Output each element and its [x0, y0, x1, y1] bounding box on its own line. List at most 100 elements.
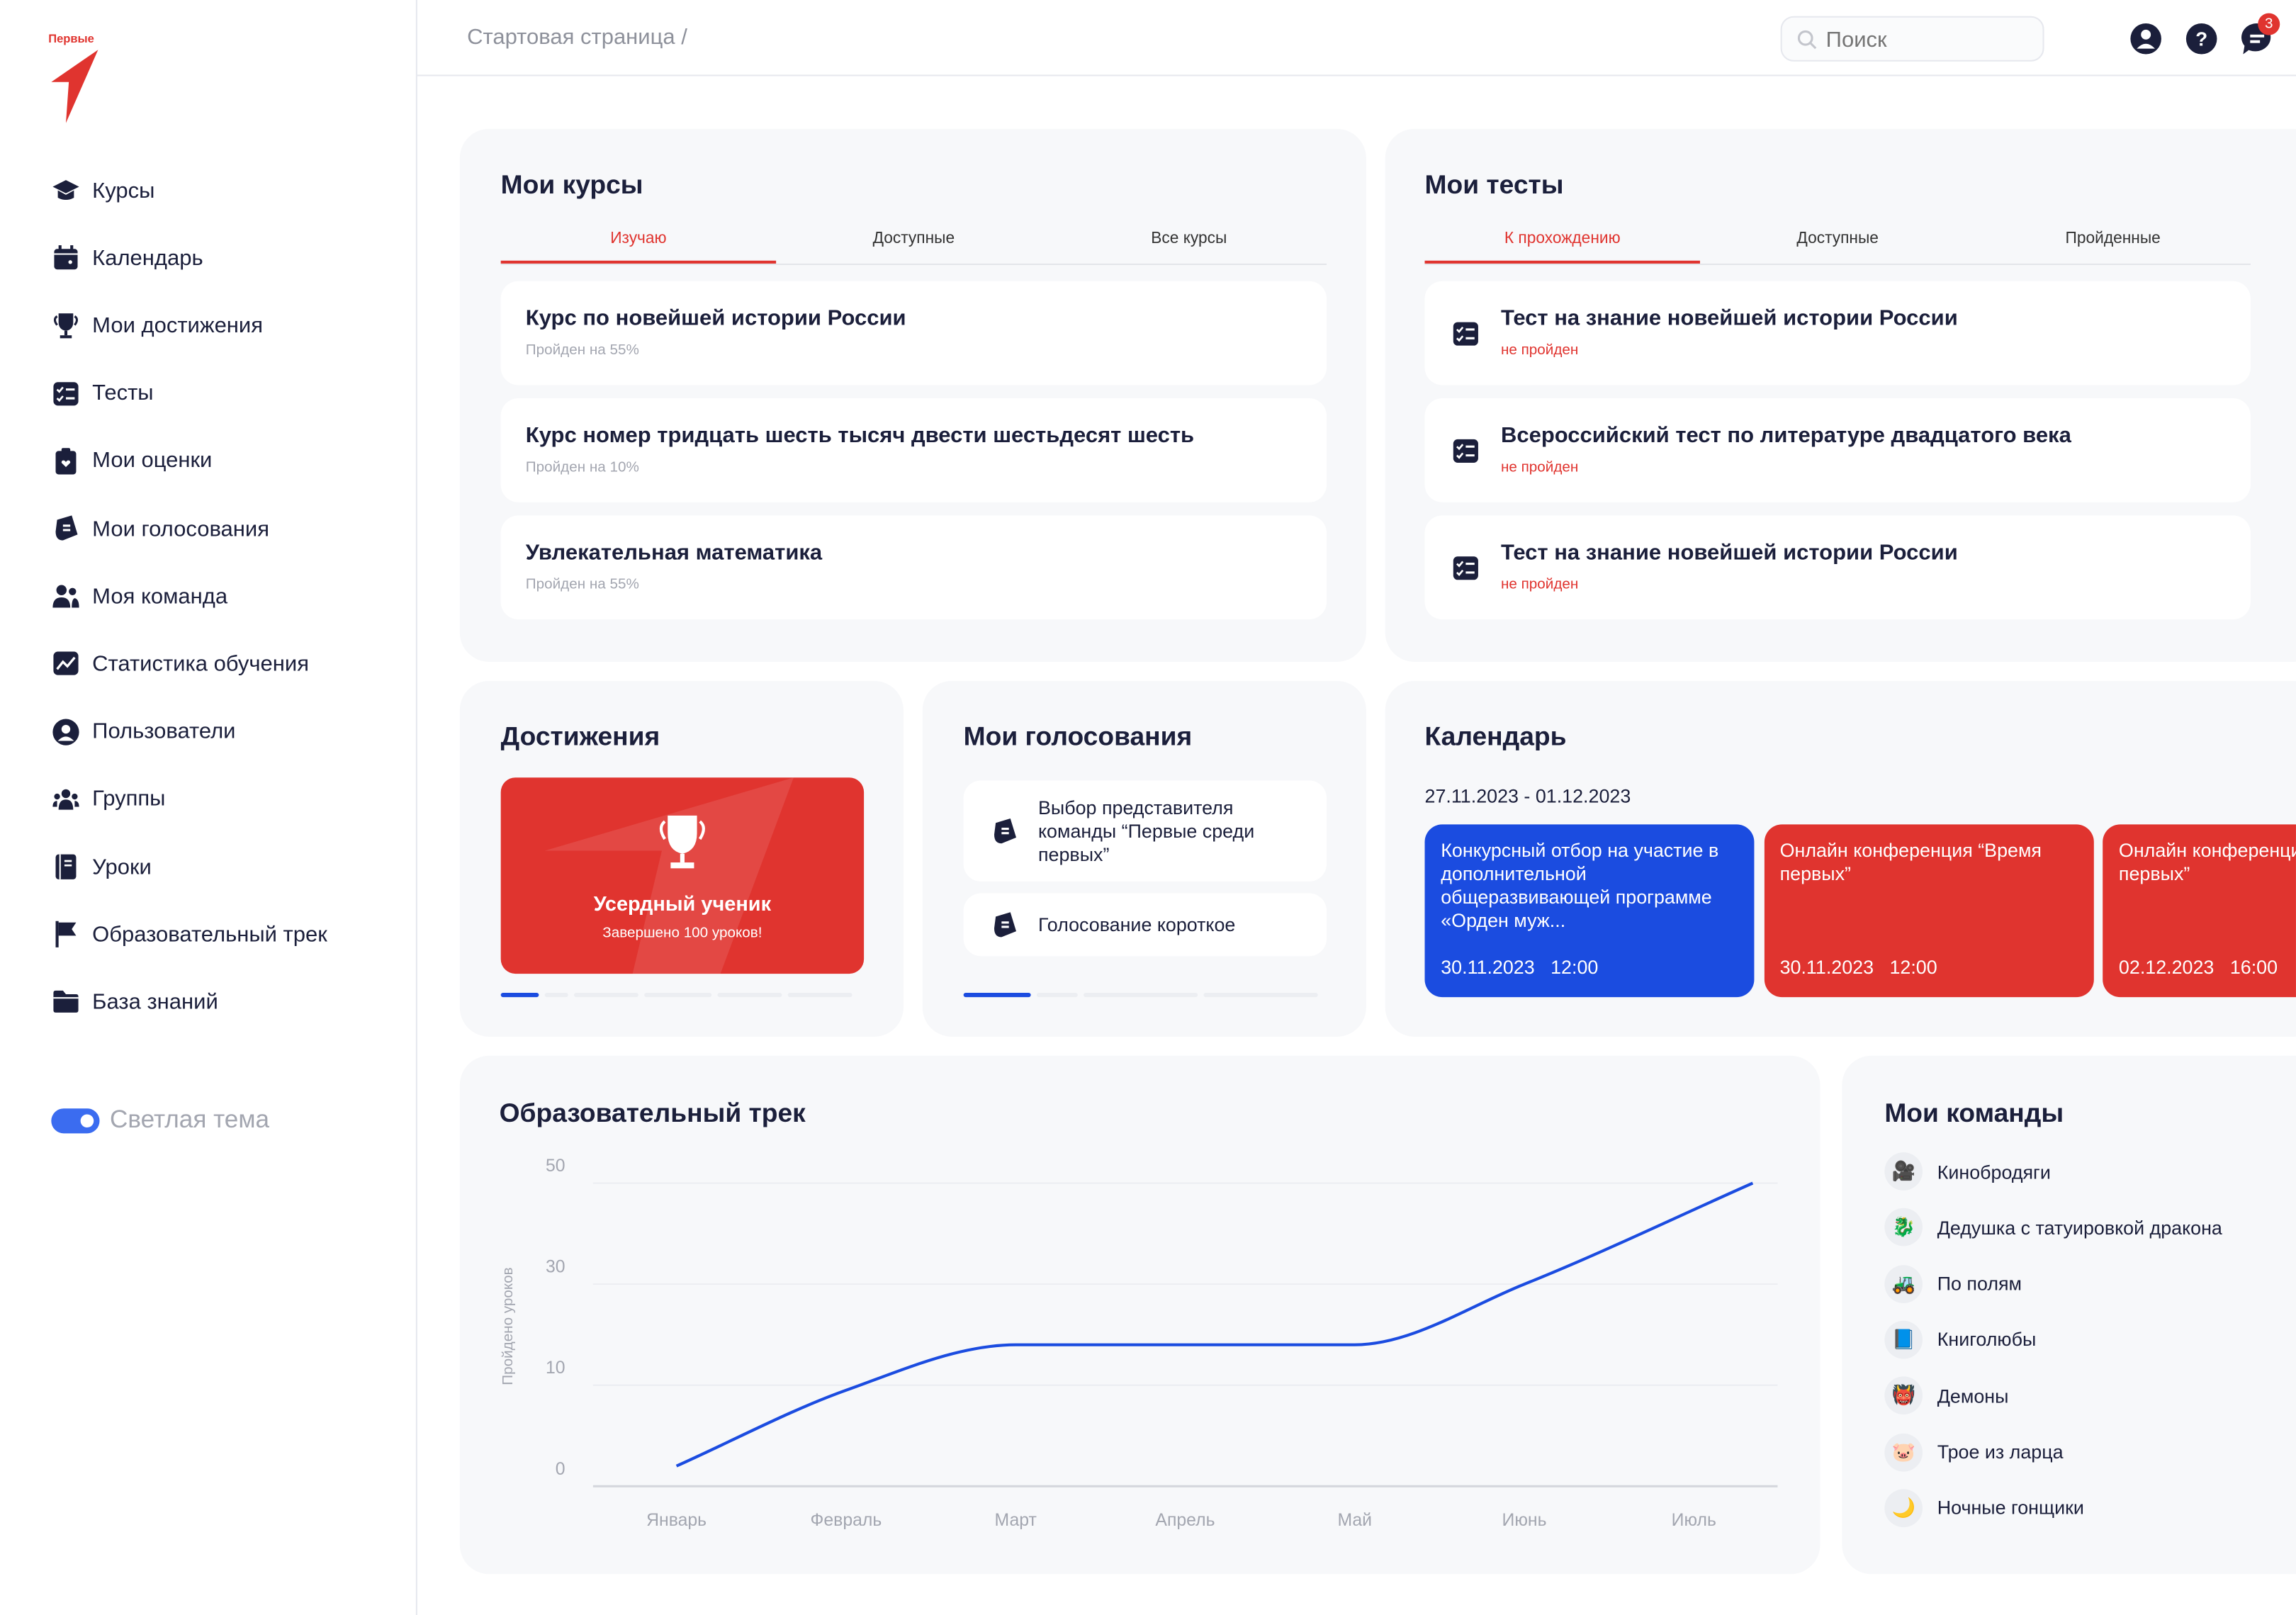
x-tick-label: Январь — [646, 1511, 707, 1530]
achievement-name: Усердный ученик — [501, 891, 864, 915]
team-item[interactable]: 🐉Дедушка с татуировкой дракона — [1884, 1208, 2222, 1247]
sidebar-item[interactable]: Уроки — [51, 852, 152, 882]
series-line — [677, 1183, 1753, 1466]
achievements-pagination[interactable] — [501, 993, 864, 997]
votes-title: Мои голосования — [964, 722, 1193, 753]
test-title: Тест на знание новейшей истории России — [1501, 540, 1958, 565]
team-name: Кинобродяги — [1937, 1161, 2051, 1183]
sidebar-item[interactable]: Календарь — [51, 243, 203, 272]
course-progress: Пройден на 55% — [526, 343, 639, 359]
sidebar-item[interactable]: База знаний — [51, 987, 218, 1016]
tab-available[interactable]: Доступные — [1700, 224, 1975, 264]
sidebar-item-label: База знаний — [92, 990, 218, 1015]
course-item[interactable]: Курс номер тридцать шесть тысяч двести ш… — [501, 398, 1327, 502]
event-title: Онлайн конференция “Время первых” — [1780, 839, 2077, 886]
x-tick-label: Май — [1337, 1511, 1372, 1530]
profile-icon[interactable] — [2129, 22, 2163, 56]
sidebar-item-label: Мои голосования — [92, 516, 269, 541]
book-icon — [51, 852, 80, 882]
test-status: не пройден — [1501, 577, 1578, 593]
event-date: 02.12.2023 — [2119, 956, 2214, 978]
achievement-card[interactable]: Усердный ученик Завершено 100 уроков! — [501, 777, 864, 974]
logo-text: Первые — [48, 32, 107, 45]
calendar-events: Конкурсный отбор на участие в дополнител… — [1385, 681, 2296, 1037]
team-avatar-icon: 📘 — [1884, 1321, 1923, 1359]
event-date: 30.11.2023 — [1441, 956, 1534, 978]
calendar-event[interactable]: Онлайн конференция “Время первых” 02.12.2… — [2103, 824, 2296, 997]
theme-toggle[interactable]: Светлая тема — [51, 1105, 269, 1135]
sidebar-item[interactable]: Мои достижения — [51, 311, 263, 340]
y-tick-label: 30 — [546, 1258, 565, 1277]
votes-card: Мои голосования Выбор представителя кома… — [923, 681, 1366, 1037]
breadcrumb: Стартовая страница / — [467, 25, 687, 50]
breadcrumb-home[interactable]: Стартовая страница — [467, 25, 675, 50]
y-tick-label: 50 — [546, 1157, 565, 1176]
team-item[interactable]: 📘 Книголюбы — [1884, 1321, 2036, 1359]
event-title: Онлайн конференция “Время первых” — [2119, 839, 2296, 886]
tests-title: Мои тесты — [1425, 170, 1564, 201]
ballot-icon — [990, 817, 1019, 846]
team-item[interactable]: 🐷Трое из ларца — [1884, 1433, 2063, 1471]
tab-studying[interactable]: Изучаю — [501, 224, 776, 264]
test-item[interactable]: Тест на знание новейшей истории России не… — [1425, 515, 2251, 619]
search-input[interactable] — [1826, 23, 2031, 55]
event-time: 12:00 — [1551, 956, 1598, 978]
courses-card: Мои курсы Изучаю Доступные Все курсы Кур… — [460, 129, 1366, 662]
search-box[interactable] — [1781, 16, 2044, 62]
sidebar-item[interactable]: Статистика обучения — [51, 649, 309, 678]
event-date: 30.11.2023 — [1780, 956, 1874, 978]
sidebar-item[interactable]: Пользователи — [51, 717, 235, 746]
ballot-icon — [990, 911, 1019, 940]
event-datetime: 30.11.2023 12:00 — [1441, 956, 1598, 979]
sidebar-item[interactable]: Группы — [51, 784, 165, 814]
team-name: Книголюбы — [1937, 1329, 2037, 1351]
event-datetime: 30.11.2023 12:00 — [1780, 956, 1937, 979]
tab-passed[interactable]: Пройденные — [1975, 224, 2250, 264]
sidebar-item[interactable]: Курсы — [51, 176, 154, 205]
sidebar-item[interactable]: Моя команда — [51, 582, 227, 611]
course-title: Увлекательная математика — [526, 540, 822, 565]
tab-all-courses[interactable]: Все курсы — [1052, 224, 1327, 264]
messages-button[interactable]: 3 — [2240, 22, 2274, 56]
y-tick-label: 0 — [556, 1460, 565, 1479]
flag-icon — [51, 920, 80, 949]
sidebar-item[interactable]: Мои оценки — [51, 446, 212, 476]
toggle-switch[interactable] — [51, 1108, 99, 1132]
team-item[interactable]: 🌙Ночные гонщики — [1884, 1489, 2084, 1527]
test-item[interactable]: Всероссийский тест по литературе двадцат… — [1425, 398, 2251, 502]
sidebar-item-label: Календарь — [92, 245, 203, 270]
sidebar-item[interactable]: Образовательный трек — [51, 920, 327, 949]
tab-to-pass[interactable]: К прохождению — [1425, 224, 1700, 264]
checklist-icon — [1451, 437, 1480, 466]
help-icon[interactable]: ? — [2185, 22, 2219, 56]
sidebar-item[interactable]: Тесты — [51, 378, 153, 407]
team-item[interactable]: 👹Демоны — [1884, 1377, 2008, 1415]
calendar-event[interactable]: Конкурсный отбор на участие в дополнител… — [1425, 824, 1755, 997]
sidebar-item[interactable]: Мои голосования — [51, 514, 269, 543]
team-name: Трое из ларца — [1937, 1441, 2064, 1463]
team-icon — [51, 582, 80, 611]
event-time: 12:00 — [1889, 956, 1937, 978]
tab-available[interactable]: Доступные — [776, 224, 1051, 264]
logo[interactable]: Первые — [48, 32, 107, 125]
graduation-cap-icon — [51, 176, 80, 205]
calendar-event[interactable]: Онлайн конференция “Время первых” 30.11.2… — [1764, 824, 2093, 997]
vote-item[interactable]: Голосование короткое — [964, 893, 1327, 956]
test-title: Тест на знание новейшей истории России — [1501, 306, 1958, 331]
svg-text:?: ? — [2195, 28, 2207, 50]
vote-item[interactable]: Выбор представителя команды “Первые сред… — [964, 780, 1327, 882]
achievements-title: Достижения — [501, 722, 660, 753]
team-item[interactable]: 🎥Кинобродяги — [1884, 1152, 2051, 1191]
sidebar-item-label: Группы — [92, 787, 165, 811]
test-status: не пройден — [1501, 460, 1578, 476]
search-icon — [1796, 29, 1817, 50]
tests-card: Мои тесты К прохождению Доступные Пройде… — [1385, 129, 2296, 662]
team-name: Дедушка с татуировкой дракона — [1937, 1217, 2222, 1239]
folder-icon — [51, 987, 80, 1016]
votes-pagination[interactable] — [964, 993, 1327, 997]
team-item[interactable]: 🚜По полям — [1884, 1264, 2022, 1302]
